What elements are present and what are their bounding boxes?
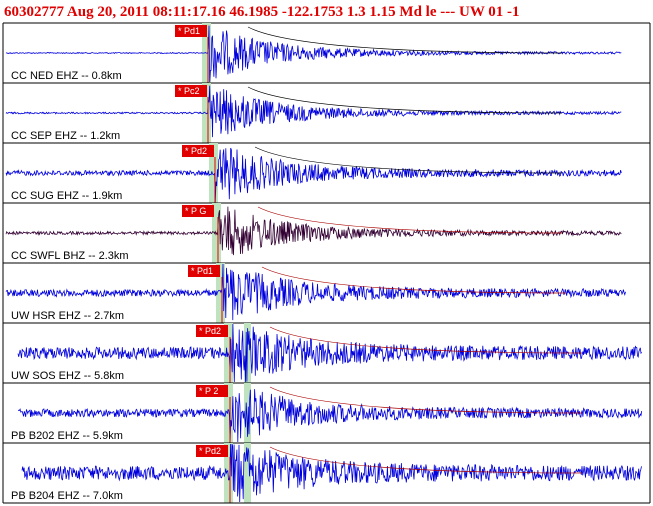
coda-curve [254, 146, 563, 174]
pick-window [216, 263, 225, 323]
pick-box [182, 205, 214, 217]
trace-label: CC SEP EHZ -- 1.2km [11, 130, 120, 142]
waveform [17, 323, 643, 383]
trace-label: PB B202 EHZ -- 5.9km [11, 430, 123, 442]
coda-curve [269, 326, 583, 354]
pick-window [224, 443, 233, 503]
pick-box [196, 325, 228, 337]
pick-window [209, 143, 218, 203]
trace-label: UW HSR EHZ -- 2.7km [11, 310, 124, 322]
trace-label: UW SOS EHZ -- 5.8km [11, 370, 124, 382]
event-header: 60302777 Aug 20, 2011 08:11:17.16 46.198… [4, 4, 520, 20]
pick-box [182, 145, 214, 157]
waveform [21, 443, 642, 503]
pick-box [188, 265, 220, 277]
pick-window [202, 83, 211, 143]
coda-curve [269, 386, 583, 414]
pick-label: * P 2 [199, 386, 218, 396]
coda-curve [257, 206, 563, 234]
pick-label: * Pc2 [178, 86, 200, 96]
pick-label: * Pd1 [178, 26, 200, 36]
trace-label: CC SWFL BHZ -- 2.3km [11, 250, 129, 262]
pick-window [224, 383, 233, 443]
pick-label: * Pd1 [191, 266, 213, 276]
pick-window [244, 383, 251, 443]
waveform [5, 85, 622, 138]
pick-label: * Pd2 [199, 326, 221, 336]
pick-box [175, 85, 207, 97]
pick-window [224, 323, 233, 383]
coda-curve [261, 266, 567, 294]
waveform [5, 147, 622, 203]
trace-label: CC SUG EHZ -- 1.9km [11, 190, 122, 202]
pick-box [175, 25, 207, 37]
waveform [5, 263, 626, 321]
pick-box [196, 445, 228, 457]
coda-curve [247, 26, 563, 54]
coda-curve [247, 86, 563, 114]
trace-panels: * Pd1 CC NED EHZ -- 0.8km * Pc2 CC SEP EHZ … [2, 22, 651, 504]
pick-label: * Pd2 [199, 446, 221, 456]
waveform [18, 389, 643, 443]
pick-box [196, 385, 228, 397]
trace-label: CC NED EHZ -- 0.8km [11, 70, 122, 82]
trace-label: PB B204 EHZ -- 7.0km [11, 490, 123, 502]
coda-curve [269, 446, 583, 474]
pick-label: * Pd2 [185, 146, 207, 156]
pick-label: * P G [185, 206, 206, 216]
pick-window [244, 443, 251, 503]
